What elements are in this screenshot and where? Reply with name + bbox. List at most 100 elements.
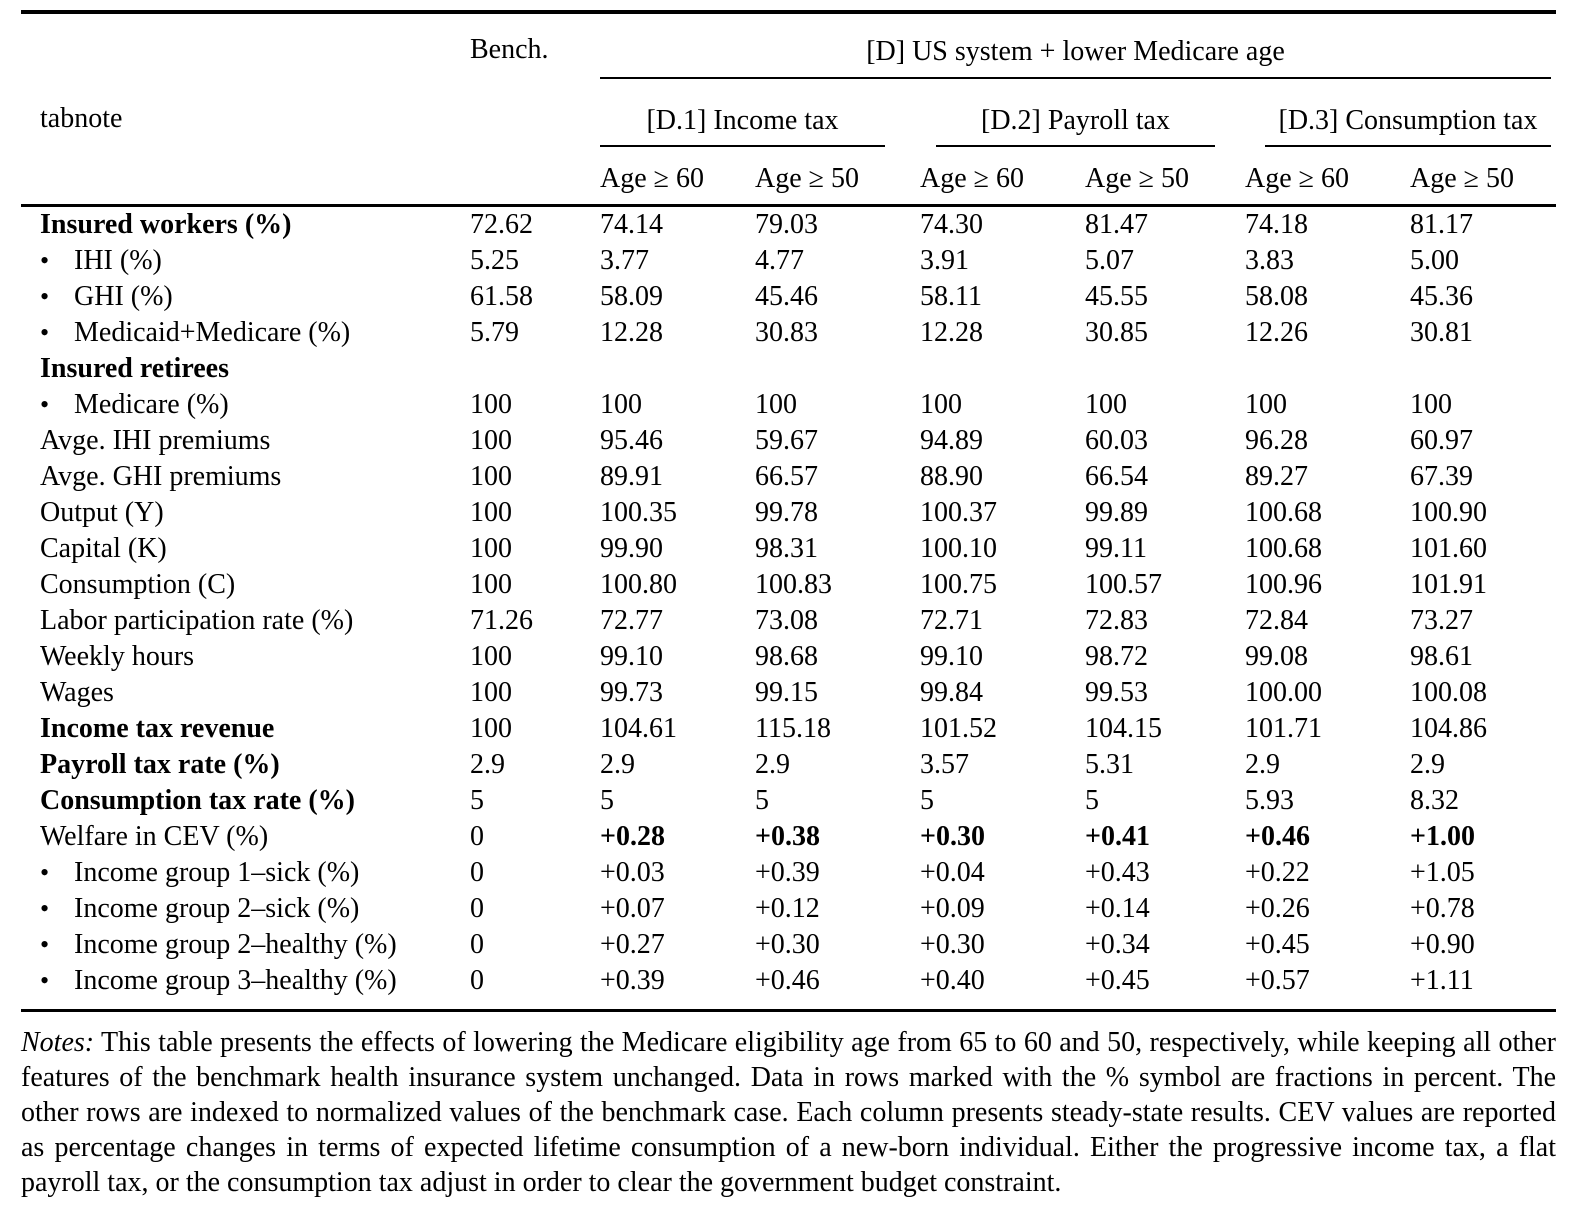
- value-cell: 58.08: [1245, 279, 1410, 315]
- header-spacer: [470, 79, 600, 147]
- row-label: Income group 3–healthy (%): [74, 965, 397, 996]
- value-cell: +0.03: [600, 855, 755, 891]
- value-cell: 100.75: [920, 567, 1085, 603]
- row-label-column-header: tabnote: [40, 103, 123, 134]
- value-cell: +0.34: [1085, 927, 1245, 963]
- cell-value: 100.90: [1410, 497, 1487, 528]
- cell-value: 81.17: [1410, 209, 1473, 240]
- value-cell: 100.83: [755, 567, 920, 603]
- row-label-cell: Capital (K): [21, 531, 470, 567]
- cell-value: +0.22: [1245, 857, 1310, 888]
- cell-value: 101.52: [920, 713, 997, 744]
- cell-value: +0.03: [600, 857, 665, 888]
- table-row: • GHI (%) 61.58 58.09 45.46 58.11 45.55 58.08 45…: [21, 279, 1556, 315]
- cell-value: 74.18: [1245, 209, 1308, 240]
- bullet-marker: •: [40, 246, 50, 275]
- cell-value: 95.46: [600, 425, 663, 456]
- row-label-cell: Insured workers (%): [21, 206, 470, 244]
- value-cell: +1.05: [1410, 855, 1556, 891]
- subgroup-d2-header: [D.2] Payroll tax: [920, 79, 1245, 147]
- value-cell: 100: [470, 423, 600, 459]
- header-row-group: Bench. [D] US system + lower Medicare ag…: [21, 12, 1556, 79]
- table-row: • Income group 2–healthy (%) 0 +0.27 +0.30 +0…: [21, 927, 1556, 963]
- cell-value: 3.57: [920, 749, 969, 780]
- value-cell: 73.08: [755, 603, 920, 639]
- value-cell: 59.67: [755, 423, 920, 459]
- table-row: Insured retirees: [21, 351, 1556, 387]
- value-cell: 99.10: [600, 639, 755, 675]
- cell-value: 100.68: [1245, 497, 1322, 528]
- cell-value: 99.15: [755, 677, 818, 708]
- value-cell: 100.90: [1410, 495, 1556, 531]
- table-row: Avge. GHI premiums 100 89.91 66.57 88.90 66.5…: [21, 459, 1556, 495]
- cell-value: 100.08: [1410, 677, 1487, 708]
- bullet-marker: •: [40, 894, 50, 923]
- notes-body: This table presents the effects of lower…: [21, 1027, 1556, 1198]
- cell-value: +0.57: [1245, 965, 1310, 996]
- table-row: • IHI (%) 5.25 3.77 4.77 3.91 5.07 3.83 5.00: [21, 243, 1556, 279]
- cell-value: 5.07: [1085, 245, 1134, 276]
- value-cell: 66.54: [1085, 459, 1245, 495]
- cell-value: 5: [755, 785, 769, 816]
- value-cell: 5.07: [1085, 243, 1245, 279]
- cell-value: 0: [470, 821, 484, 852]
- cell-value: 5.25: [470, 245, 519, 276]
- bullet-marker: •: [40, 282, 50, 311]
- value-cell: +0.90: [1410, 927, 1556, 963]
- cell-value: 4.77: [755, 245, 804, 276]
- value-cell: 100: [470, 675, 600, 711]
- value-cell: 60.03: [1085, 423, 1245, 459]
- cell-value: 74.30: [920, 209, 983, 240]
- cell-value: +0.45: [1085, 965, 1150, 996]
- row-label-cell: • Income group 2–sick (%): [21, 891, 470, 927]
- cell-value: 100.68: [1245, 533, 1322, 564]
- value-cell: 99.90: [600, 531, 755, 567]
- header-spacer: [21, 147, 470, 207]
- table-row: • Income group 3–healthy (%) 0 +0.39 +0.46 +0…: [21, 963, 1556, 1011]
- cell-value: 99.10: [920, 641, 983, 672]
- cell-value: +0.46: [755, 965, 820, 996]
- cell-value: 94.89: [920, 425, 983, 456]
- cell-value: 8.32: [1410, 785, 1459, 816]
- table-row: Wages 100 99.73 99.15 99.84 99.53 100.00 100.08: [21, 675, 1556, 711]
- value-cell: 30.83: [755, 315, 920, 351]
- cell-value: 100: [755, 389, 797, 420]
- row-label: Output (Y): [40, 497, 164, 528]
- cell-value: 100: [470, 461, 512, 492]
- cell-value: 100: [600, 389, 642, 420]
- cell-value: 71.26: [470, 605, 533, 636]
- value-cell: 99.89: [1085, 495, 1245, 531]
- value-cell: 0: [470, 963, 600, 1011]
- table-row: Weekly hours 100 99.10 98.68 99.10 98.72 99.08…: [21, 639, 1556, 675]
- value-cell: 72.83: [1085, 603, 1245, 639]
- value-cell: 94.89: [920, 423, 1085, 459]
- cell-value: 66.57: [755, 461, 818, 492]
- value-cell: 100: [1085, 387, 1245, 423]
- cell-value: 0: [470, 857, 484, 888]
- value-cell: 2.9: [1410, 747, 1556, 783]
- bullet-marker: •: [40, 966, 50, 995]
- value-cell: 72.77: [600, 603, 755, 639]
- value-cell: 99.15: [755, 675, 920, 711]
- cell-value: 72.62: [470, 209, 533, 240]
- cell-value: 99.08: [1245, 641, 1308, 672]
- value-cell: 72.71: [920, 603, 1085, 639]
- row-label-cell: • IHI (%): [21, 243, 470, 279]
- value-cell: 0: [470, 819, 600, 855]
- row-label: Insured workers (%): [40, 209, 292, 240]
- value-cell: 45.36: [1410, 279, 1556, 315]
- cell-value: 45.46: [755, 281, 818, 312]
- cell-value: 100.57: [1085, 569, 1162, 600]
- cell-value: 2.9: [755, 749, 790, 780]
- cell-value: 2.9: [470, 749, 505, 780]
- cell-value: 30.81: [1410, 317, 1473, 348]
- value-cell: 8.32: [1410, 783, 1556, 819]
- cell-value: +0.27: [600, 929, 665, 960]
- cell-value: 98.31: [755, 533, 818, 564]
- row-label: Wages: [40, 677, 114, 708]
- cell-value: 2.9: [1410, 749, 1445, 780]
- value-cell: 58.09: [600, 279, 755, 315]
- value-cell: +0.41: [1085, 819, 1245, 855]
- value-cell: 71.26: [470, 603, 600, 639]
- row-label-cell: • Medicare (%): [21, 387, 470, 423]
